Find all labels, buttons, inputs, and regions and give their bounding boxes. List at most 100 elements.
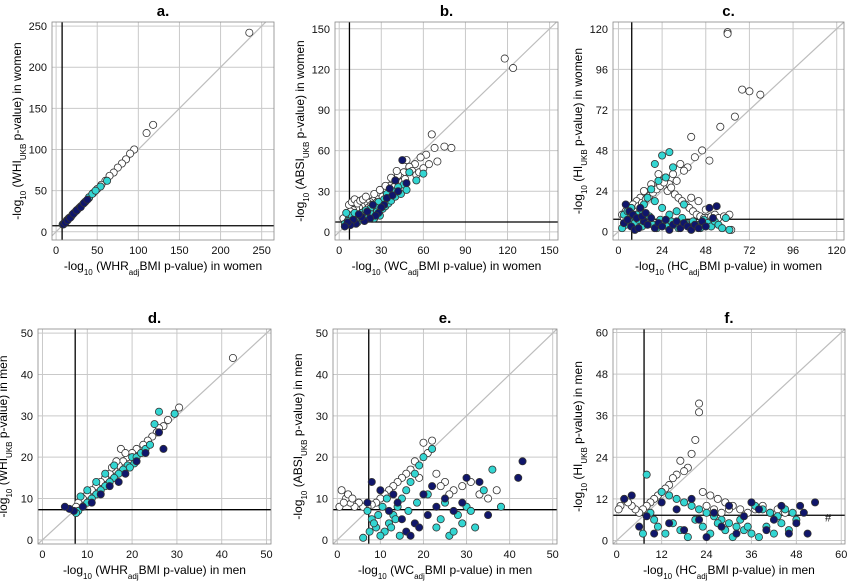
- points: [339, 54, 518, 231]
- data-point-cyan: [449, 527, 458, 536]
- data-point-cyan: [638, 529, 647, 538]
- data-point-navy: [376, 486, 385, 495]
- data-point-cyan: [83, 486, 92, 495]
- data-point-cyan: [683, 533, 692, 542]
- x-axis-label: -log10 (WHRadjBMI p-value) in men: [63, 563, 246, 581]
- data-point-navy: [712, 202, 721, 211]
- panel-c: 0 24 48 72 96 120 0 24 48 72 96 120 c. -log10 (HCadjB…: [571, 3, 846, 277]
- x-tick-label: 90: [459, 245, 471, 257]
- data-point-cyan: [642, 470, 651, 479]
- data-point-white: [716, 122, 725, 131]
- data-point-cyan: [661, 529, 670, 538]
- data-point-navy: [388, 191, 397, 200]
- data-point-navy: [672, 217, 681, 226]
- data-point-cyan: [658, 151, 667, 160]
- y-axis-label: -log10 (HIUKB p-value) in men: [571, 361, 589, 512]
- x-tick-label: 200: [211, 245, 229, 257]
- panel-b: 0 30 60 90 120 150 0 30 60 90 120 150 b. -log10 (WCad…: [293, 3, 559, 277]
- x-tick-label: 20: [417, 549, 429, 561]
- data-point-cyan: [479, 486, 488, 495]
- data-point-white: [121, 449, 130, 458]
- data-point-cyan: [146, 440, 155, 449]
- data-point-navy: [803, 529, 812, 538]
- y-tick-label: 40: [21, 369, 33, 381]
- data-point-white: [339, 498, 348, 507]
- data-point-navy: [368, 200, 377, 209]
- x-tick-label: 40: [216, 549, 228, 561]
- data-point-cyan: [359, 533, 368, 542]
- data-point-cyan: [743, 522, 752, 531]
- data-point-white: [458, 482, 467, 491]
- data-point-white: [695, 399, 704, 408]
- data-point-cyan: [658, 203, 667, 212]
- data-point-navy: [811, 498, 820, 507]
- data-point-navy: [397, 515, 406, 524]
- data-point-navy: [769, 515, 778, 524]
- data-point-cyan: [92, 477, 101, 486]
- data-point-cyan: [669, 163, 678, 172]
- data-point-navy: [393, 498, 402, 507]
- panel-title: f.: [724, 310, 733, 327]
- data-point-navy: [78, 502, 87, 511]
- data-point-cyan: [721, 214, 730, 223]
- panel-title: d.: [148, 310, 161, 327]
- data-point-cyan: [428, 444, 437, 453]
- x-tick-label: 50: [547, 549, 559, 561]
- data-point-white: [668, 474, 677, 483]
- data-point-cyan: [718, 224, 727, 233]
- data-point-white: [691, 435, 700, 444]
- data-point-navy: [389, 490, 398, 499]
- data-point-navy: [621, 200, 630, 209]
- data-point-navy: [641, 208, 650, 217]
- data-point-white: [698, 146, 707, 155]
- data-point-navy: [415, 523, 424, 532]
- data-point-navy: [391, 176, 400, 185]
- data-point-cyan: [769, 529, 778, 538]
- x-tick-label: 20: [126, 549, 138, 561]
- y-tick-label: 24: [596, 186, 608, 198]
- data-point-cyan: [378, 502, 387, 511]
- y-tick-label: 20: [21, 452, 33, 464]
- data-point-white: [428, 436, 437, 445]
- x-axis-label: -log10 (WCadjBMI p-value) in men: [358, 563, 532, 581]
- data-point-cyan: [125, 463, 134, 472]
- data-point-cyan: [110, 461, 119, 470]
- data-point-white: [436, 482, 445, 491]
- x-tick-label: 0: [334, 549, 340, 561]
- data-point-white: [430, 143, 439, 152]
- plot-border: [51, 21, 275, 241]
- y-tick-label: 10: [21, 494, 33, 506]
- data-point-navy: [635, 522, 644, 531]
- x-axis-label: -log10 (WCadjBMI p-value) in women: [352, 259, 542, 277]
- panel-title: b.: [440, 3, 453, 20]
- data-point-navy: [784, 529, 793, 538]
- data-point-navy: [680, 526, 689, 535]
- data-point-navy: [739, 512, 748, 521]
- y-tick-label: 0: [27, 535, 33, 547]
- data-point-navy: [620, 494, 629, 503]
- data-point-cyan: [101, 469, 110, 478]
- data-point-navy: [458, 498, 467, 507]
- data-point-navy: [484, 511, 493, 520]
- data-point-navy: [725, 501, 734, 510]
- data-point-cyan: [665, 491, 674, 500]
- data-point-white: [717, 508, 726, 517]
- points: [614, 399, 820, 542]
- data-point-cyan: [436, 515, 445, 524]
- data-point-white: [687, 193, 696, 202]
- y-axis-label: -log10 (ABSIUKB p-value) in men: [291, 353, 309, 519]
- x-tick-label: 0: [39, 549, 45, 561]
- data-point-white: [676, 456, 685, 465]
- data-point-navy: [402, 179, 411, 188]
- data-point-cyan: [419, 169, 428, 178]
- data-point-white: [484, 494, 493, 503]
- data-point-white: [639, 186, 648, 195]
- data-point-cyan: [643, 193, 652, 202]
- plot-area: [52, 22, 274, 240]
- y-axis-label: -log10 (ABSIUKB p-value) in women: [293, 40, 311, 221]
- points: [60, 353, 237, 517]
- x-tick-label: 96: [787, 245, 799, 257]
- data-point-white: [370, 189, 379, 198]
- data-point-white: [447, 143, 456, 152]
- data-point-white: [679, 166, 688, 175]
